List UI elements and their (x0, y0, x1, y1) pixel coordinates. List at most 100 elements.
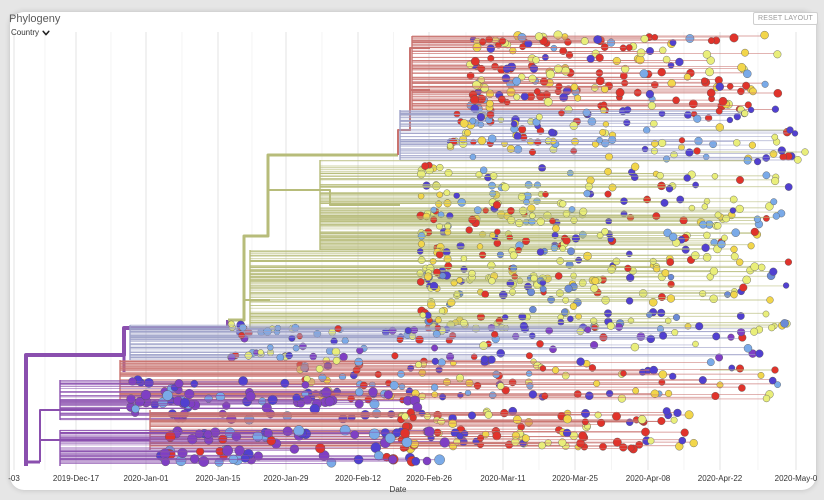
tree-tip[interactable] (782, 282, 790, 289)
tree-tip[interactable] (701, 77, 708, 85)
tree-tip[interactable] (581, 409, 590, 418)
tree-tip[interactable] (267, 394, 278, 405)
tree-tip[interactable] (493, 239, 502, 247)
tree-tip[interactable] (162, 390, 173, 401)
tree-tip[interactable] (693, 147, 701, 155)
tree-tip[interactable] (222, 445, 234, 457)
tree-tip[interactable] (368, 387, 378, 397)
tree-tip[interactable] (706, 358, 715, 367)
tree-tip[interactable] (301, 381, 310, 389)
tree-tip[interactable] (439, 272, 447, 280)
tree-tip[interactable] (625, 297, 634, 305)
tree-tip[interactable] (772, 212, 780, 220)
tree-tip[interactable] (649, 365, 658, 375)
reset-layout-button[interactable]: RESET LAYOUT (752, 12, 818, 25)
tree-tip[interactable] (465, 226, 473, 234)
tree-tip[interactable] (487, 261, 496, 270)
tree-tip[interactable] (578, 279, 587, 287)
tree-tip[interactable] (569, 302, 578, 310)
tree-tip[interactable] (602, 121, 609, 128)
tree-tip[interactable] (218, 434, 228, 444)
tree-tip[interactable] (354, 357, 363, 367)
tree-tip[interactable] (417, 192, 425, 200)
tree-tip[interactable] (468, 215, 477, 224)
tree-tip[interactable] (374, 370, 382, 378)
tree-tip[interactable] (338, 373, 347, 381)
tree-tip[interactable] (542, 191, 549, 198)
tree-tip[interactable] (659, 331, 668, 340)
tree-tip[interactable] (499, 290, 508, 300)
tree-tip[interactable] (528, 74, 537, 83)
tree-tip[interactable] (594, 411, 602, 419)
tree-tip[interactable] (773, 89, 783, 98)
tree-tip[interactable] (288, 334, 296, 342)
tree-tip[interactable] (744, 101, 752, 109)
tree-tip[interactable] (350, 430, 360, 440)
tree-tip[interactable] (599, 442, 607, 451)
tree-tip[interactable] (280, 378, 290, 388)
tree-tip[interactable] (512, 77, 521, 86)
tree-tip[interactable] (309, 352, 317, 361)
tree-tip[interactable] (539, 365, 547, 372)
tree-tip[interactable] (456, 432, 464, 440)
tree-tip[interactable] (502, 314, 509, 321)
tree-tip[interactable] (742, 81, 751, 90)
tree-tip[interactable] (253, 451, 263, 461)
tree-tip[interactable] (780, 319, 789, 328)
tree-tip[interactable] (448, 419, 457, 428)
tree-tip[interactable] (736, 258, 744, 266)
tree-tip[interactable] (468, 269, 476, 278)
tree-tip[interactable] (511, 437, 520, 446)
tree-tip[interactable] (437, 211, 445, 219)
tree-tip[interactable] (482, 207, 489, 214)
tree-tip[interactable] (430, 216, 438, 224)
tree-tip[interactable] (179, 397, 190, 408)
tree-tip[interactable] (615, 323, 623, 331)
tree-tip[interactable] (658, 370, 668, 379)
tree-tip[interactable] (619, 44, 627, 52)
tree-tip[interactable] (758, 263, 766, 272)
tree-tip[interactable] (567, 247, 575, 256)
tree-tip[interactable] (753, 215, 761, 223)
tree-tip[interactable] (443, 189, 451, 196)
tree-tip[interactable] (506, 144, 515, 153)
tree-tip[interactable] (417, 240, 425, 248)
tree-tip[interactable] (711, 391, 720, 401)
tree-tip[interactable] (588, 364, 597, 372)
tree-tip[interactable] (555, 289, 564, 298)
tree-tip[interactable] (517, 192, 526, 201)
tree-tip[interactable] (494, 228, 501, 235)
tree-tip[interactable] (665, 317, 672, 324)
tree-tip[interactable] (538, 441, 546, 450)
tree-tip[interactable] (659, 46, 667, 54)
tree-tip[interactable] (436, 223, 443, 230)
tree-tip[interactable] (134, 397, 145, 407)
tree-tip[interactable] (559, 200, 567, 208)
tree-tip[interactable] (661, 269, 670, 277)
tree-tip[interactable] (196, 447, 205, 456)
tree-tip[interactable] (605, 389, 614, 398)
tree-tip[interactable] (561, 33, 569, 40)
tree-tip[interactable] (159, 448, 171, 460)
tree-tip[interactable] (276, 353, 285, 362)
tree-tip[interactable] (464, 129, 472, 137)
tree-tip[interactable] (646, 311, 653, 318)
tree-tip[interactable] (570, 216, 578, 224)
tree-tip[interactable] (496, 251, 504, 259)
tree-tip[interactable] (368, 428, 380, 440)
tree-tip[interactable] (595, 53, 604, 62)
tree-tip[interactable] (582, 108, 591, 117)
tree-tip[interactable] (422, 181, 431, 190)
tree-tip[interactable] (761, 80, 769, 88)
tree-tip[interactable] (656, 171, 664, 180)
tree-tip[interactable] (730, 245, 738, 253)
tree-tip[interactable] (501, 183, 510, 192)
tree-tip[interactable] (487, 54, 495, 62)
tree-tip[interactable] (177, 448, 188, 458)
tree-tip[interactable] (564, 105, 573, 114)
tree-tip[interactable] (680, 428, 689, 437)
tree-tip[interactable] (662, 55, 671, 64)
tree-tip[interactable] (721, 234, 728, 242)
tree-tip[interactable] (433, 428, 442, 437)
tree-tip[interactable] (590, 284, 599, 293)
